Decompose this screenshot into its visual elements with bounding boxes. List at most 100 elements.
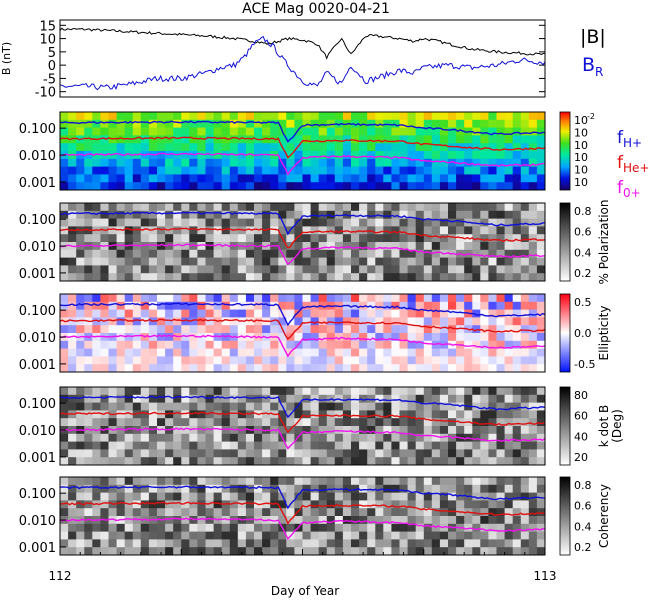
panel-frame	[59, 293, 546, 373]
heatmap-cell	[205, 301, 214, 310]
heatmap-cell	[229, 301, 239, 310]
heatmap-cell	[528, 325, 538, 334]
heatmap-cell	[359, 210, 368, 219]
heatmap-cell	[326, 500, 336, 509]
heatmap-cell	[310, 441, 320, 450]
heatmap-cell	[536, 333, 546, 342]
heatmap-cell	[173, 364, 182, 373]
heatmap-cell	[124, 265, 134, 274]
heatmap-cell	[286, 457, 295, 466]
heatmap-cell	[391, 294, 400, 303]
heatmap-cell	[520, 492, 530, 501]
heatmap-cell	[496, 340, 505, 349]
heatmap-cell	[68, 531, 77, 540]
heatmap-cell	[496, 539, 505, 548]
heatmap-cell	[92, 234, 101, 243]
heatmap-cell	[318, 418, 328, 427]
heatmap-cell	[342, 394, 352, 403]
heatmap-cell	[464, 135, 473, 144]
heatmap-cell	[310, 151, 320, 160]
heatmap-cell	[536, 516, 546, 525]
heatmap-cell	[60, 500, 69, 509]
heatmap-cell	[221, 265, 231, 274]
heatmap-cell	[528, 317, 538, 326]
heatmap-cell	[229, 348, 239, 357]
heatmap-cell	[464, 477, 473, 486]
heatmap-cell	[157, 135, 166, 144]
heatmap-cell	[270, 508, 279, 517]
heatmap-cell	[407, 402, 417, 411]
heatmap-cell	[92, 166, 101, 175]
heatmap-cell	[504, 325, 514, 334]
heatmap-cell	[92, 158, 101, 167]
heatmap-cell	[302, 226, 311, 235]
heatmap-cell	[294, 135, 303, 144]
heatmap-cell	[488, 234, 497, 243]
heatmap-cell	[464, 500, 473, 509]
heatmap-cell	[407, 158, 417, 167]
heatmap-cell	[391, 143, 400, 152]
heatmap-cell	[189, 516, 198, 525]
heatmap-cell	[415, 174, 425, 183]
heatmap-cell	[367, 166, 376, 175]
heatmap-cell	[92, 348, 101, 357]
heatmap-cell	[536, 484, 546, 493]
colorbar-tick-label: 10	[574, 139, 588, 152]
heatmap-cell	[108, 449, 117, 458]
heatmap-cell	[310, 242, 320, 251]
heatmap-cell	[68, 143, 77, 152]
colorbar-tick-label: 10	[574, 151, 588, 164]
heatmap-cell	[173, 265, 182, 274]
heatmap-cell	[326, 387, 336, 396]
heatmap-cell	[488, 158, 497, 167]
heatmap-cell	[205, 182, 214, 191]
heatmap-cell	[221, 492, 231, 501]
heatmap-cell	[229, 477, 239, 486]
heatmap-cell	[262, 484, 271, 493]
heatmap-cell	[342, 309, 352, 318]
heatmap-cell	[375, 418, 384, 427]
heatmap-cell	[472, 249, 481, 258]
heatmap-cell	[76, 484, 85, 493]
heatmap-cell	[448, 112, 457, 121]
heatmap-cell	[278, 112, 287, 121]
heatmap-cell	[310, 119, 320, 128]
heatmap-cell	[76, 203, 85, 212]
heatmap-cell	[262, 500, 271, 509]
heatmap-cell	[270, 182, 279, 191]
heatmap-cell	[237, 547, 247, 556]
heatmap-cell	[302, 273, 311, 282]
heatmap-cell	[536, 234, 546, 243]
heatmap-cell	[173, 112, 182, 121]
heatmap-cell	[367, 119, 376, 128]
heatmap-cell	[157, 218, 166, 227]
heatmap-cell	[351, 333, 360, 342]
heatmap-cell	[367, 265, 376, 274]
heatmap-cell	[60, 112, 69, 121]
heatmap-cell	[439, 531, 449, 540]
panel-frame	[59, 386, 546, 466]
heatmap-cell	[245, 210, 255, 219]
heatmap-cell	[391, 119, 400, 128]
heatmap-cell	[351, 340, 360, 349]
heatmap-cell	[512, 257, 522, 266]
heatmap-cell	[423, 394, 433, 403]
heatmap-cell	[76, 547, 85, 556]
heatmap-cell	[140, 119, 150, 128]
heatmap-cell	[431, 166, 441, 175]
heatmap-cell	[326, 234, 336, 243]
heatmap-cell	[60, 294, 69, 303]
heatmap-cell	[181, 394, 190, 403]
heatmap-cell	[383, 348, 392, 357]
heatmap-cell	[520, 301, 530, 310]
heatmap-cell	[165, 158, 174, 167]
heatmap-cell	[399, 508, 408, 517]
heatmap-cell	[108, 166, 117, 175]
heatmap-cell	[472, 294, 481, 303]
heatmap-cell	[197, 387, 206, 396]
heatmap-cell	[472, 333, 481, 342]
heatmap-cell	[334, 333, 344, 342]
heatmap-cell	[326, 410, 336, 419]
heatmap-cell	[375, 234, 384, 243]
heatmap-cell	[431, 433, 441, 442]
